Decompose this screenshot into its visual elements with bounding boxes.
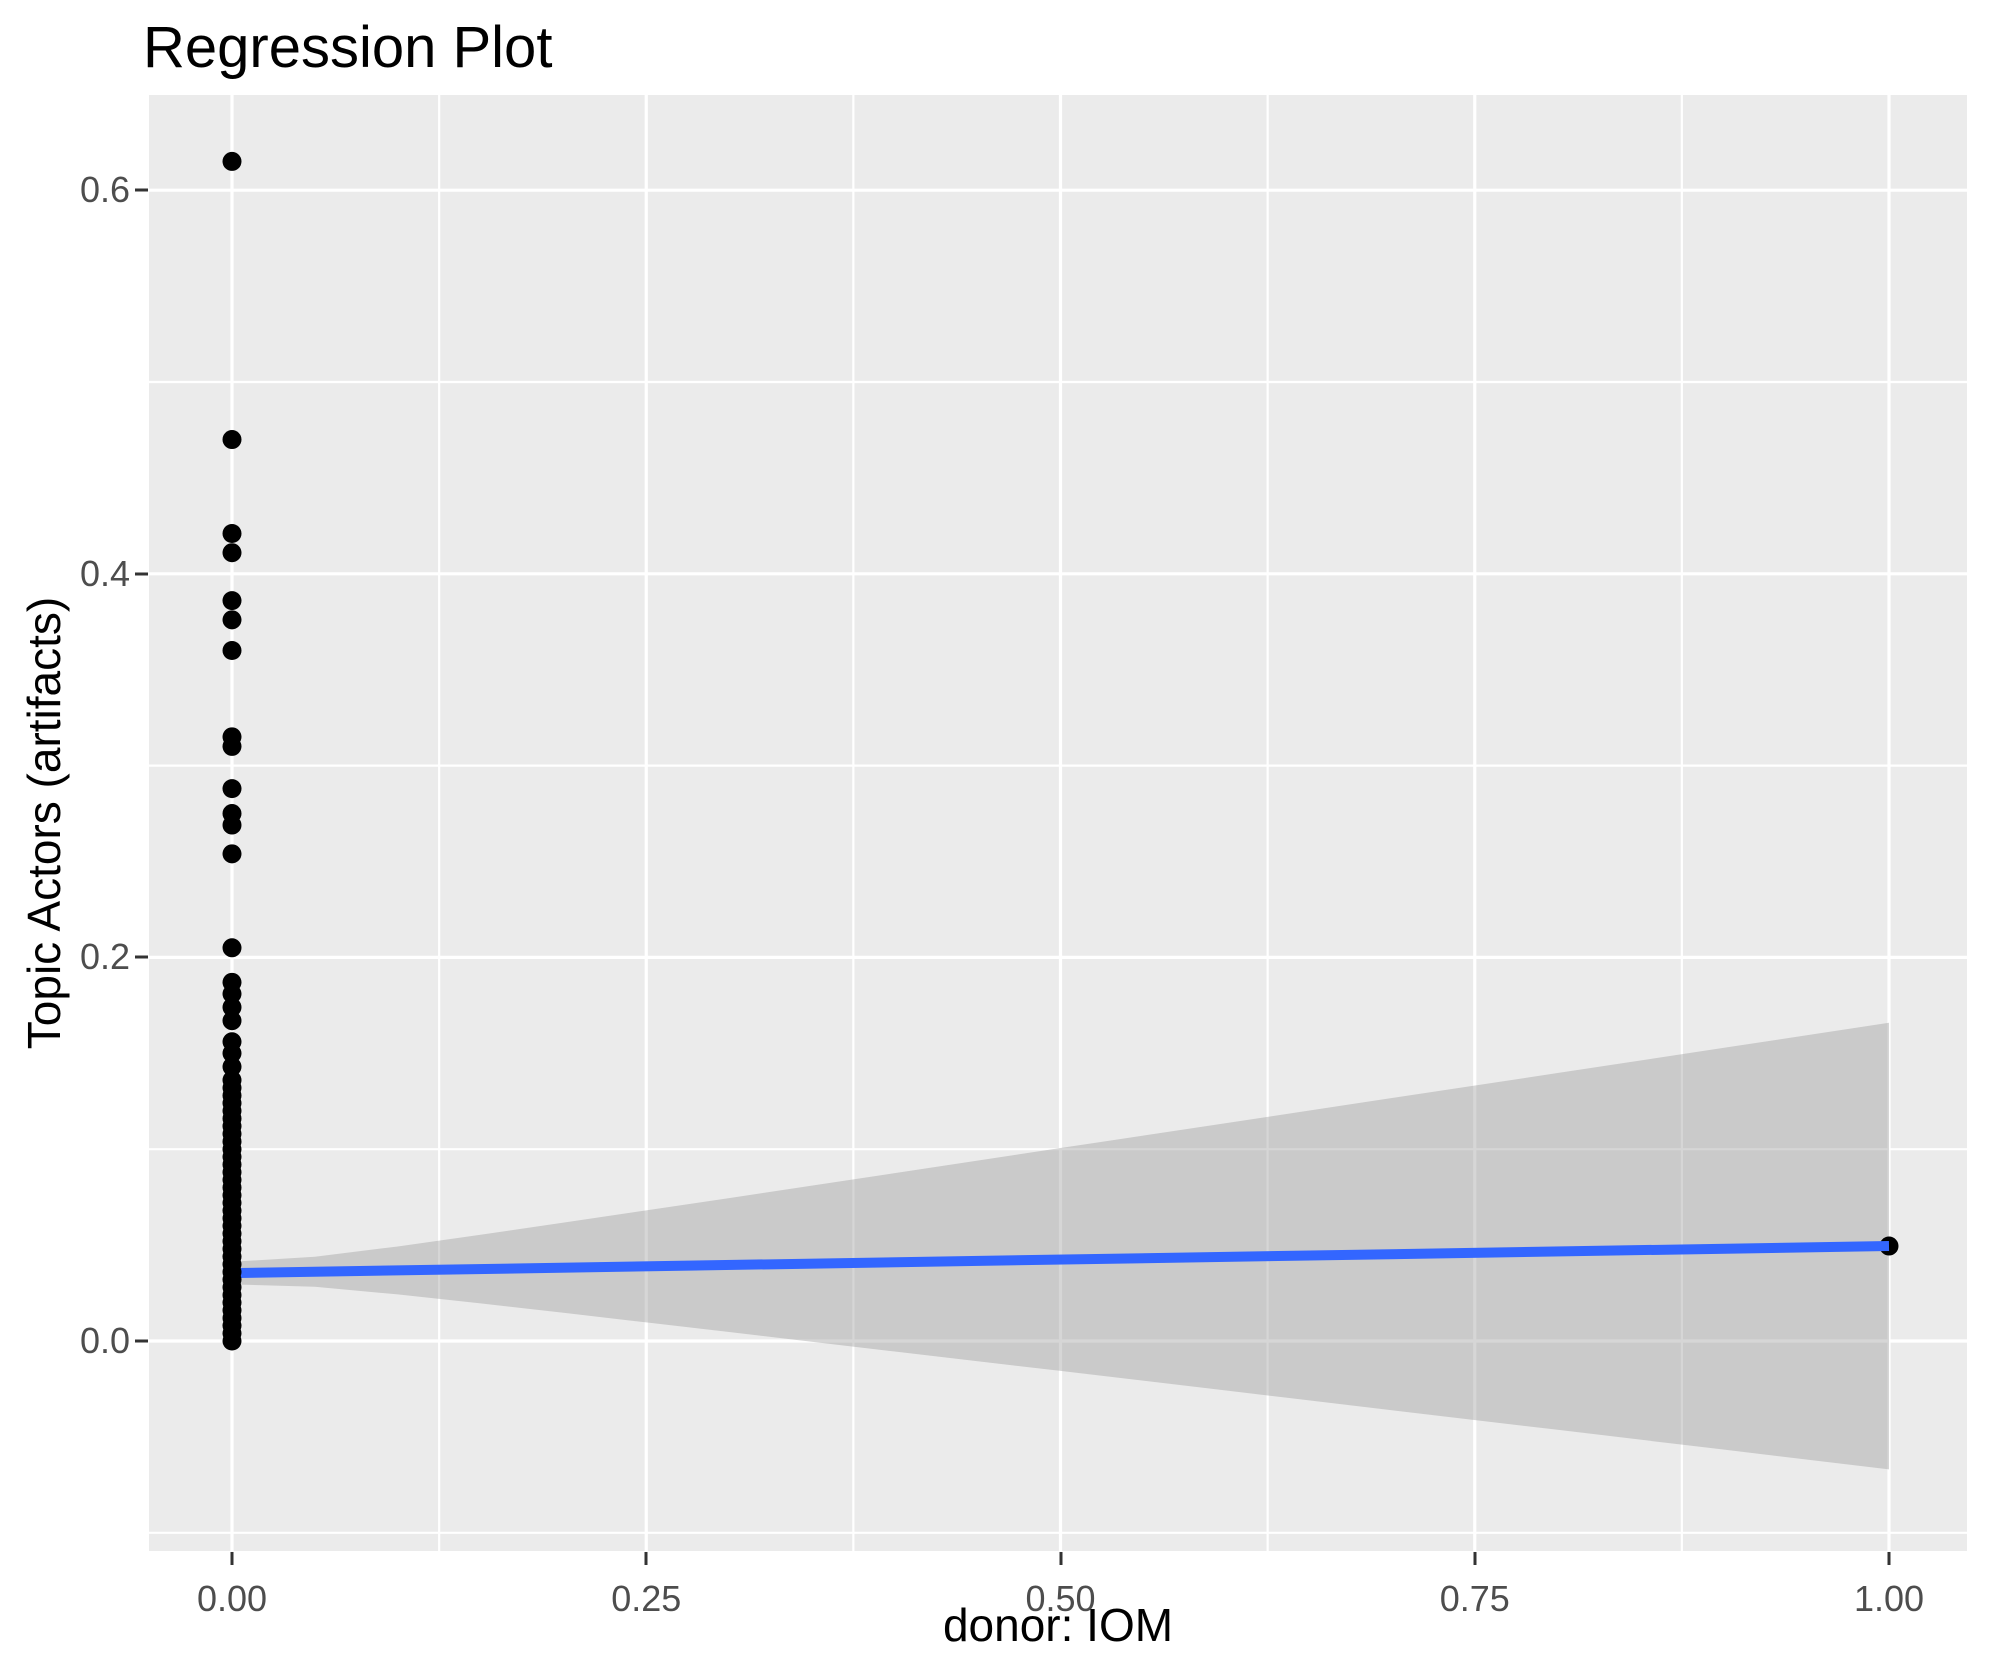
x-tick-label: 1.00	[1853, 1578, 1925, 1619]
data-point-x0	[222, 938, 242, 958]
y-tick-mark	[135, 955, 148, 959]
y-tick-label: 0.0	[79, 1320, 130, 1361]
x-tick-mark	[1473, 1552, 1477, 1565]
data-point-x0	[222, 779, 242, 799]
y-tick-label: 0.6	[79, 169, 130, 211]
data-point-x0	[222, 1057, 242, 1077]
plot-panel	[149, 95, 1967, 1551]
y-tick-label: 0.4	[79, 552, 130, 594]
data-point-x0	[222, 1043, 242, 1063]
data-point-x0	[222, 591, 242, 611]
confidence-band	[232, 1022, 1889, 1470]
data-point-x0	[222, 997, 242, 1017]
data-point-x0	[222, 430, 242, 450]
data-point-x0	[222, 736, 242, 756]
data-point-x0	[222, 1011, 242, 1031]
y-tick-mark	[135, 572, 148, 576]
data-point-x0	[222, 610, 242, 630]
x-tick-mark	[1059, 1552, 1062, 1565]
plot-canvas	[149, 95, 1967, 1551]
data-point-x0	[222, 151, 242, 171]
data-point-x0	[222, 524, 242, 544]
x-tick-mark	[644, 1552, 648, 1565]
data-point-x0	[222, 984, 242, 1004]
x-axis-title: donor: IOM	[942, 1599, 1174, 1651]
x-tick-mark	[1887, 1552, 1891, 1565]
data-point-x0	[222, 641, 242, 661]
x-tick-label: 0.75	[1439, 1578, 1510, 1619]
x-tick-label: 0.50	[1025, 1578, 1096, 1619]
data-point-x0	[222, 543, 242, 563]
y-tick-mark	[135, 1339, 148, 1343]
regression-line	[231, 1241, 1890, 1279]
x-tick-mark	[230, 1552, 234, 1565]
data-point-x0	[222, 844, 242, 864]
y-axis-title: Topic Actors (artifacts)	[18, 596, 70, 1050]
data-point-x0	[222, 815, 242, 835]
data-point-x0	[222, 1331, 242, 1351]
y-tick-mark	[135, 188, 148, 192]
x-tick-label: 0.25	[611, 1578, 682, 1619]
x-tick-label: 0.00	[196, 1578, 268, 1619]
plot-title: Regression Plot	[143, 15, 553, 80]
y-tick-label: 0.2	[79, 936, 130, 978]
